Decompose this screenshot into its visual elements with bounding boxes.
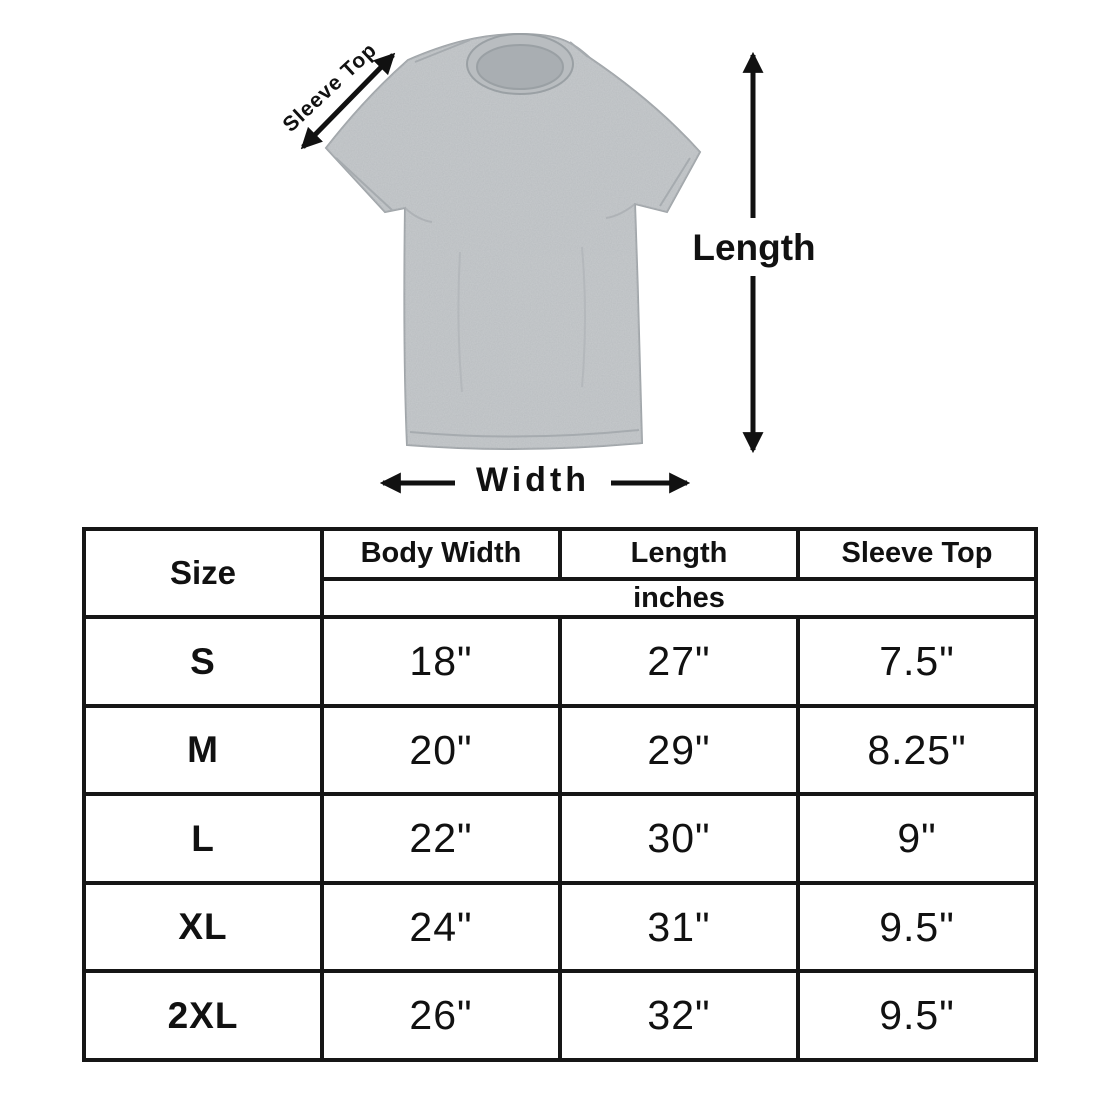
table-row: L 22" 30" 9": [82, 792, 1038, 885]
body-width-cell: 18": [320, 615, 562, 708]
header-size: Size: [82, 526, 324, 620]
collar-opening: [476, 44, 564, 90]
header-body-width: Body Width: [320, 527, 562, 581]
size-chart-table: Size Body Width Length Sleeve Top inches…: [82, 526, 1038, 1062]
body-width-cell: 26": [320, 969, 562, 1062]
sleeve-top-arrow: [300, 52, 396, 150]
size-cell: M: [82, 703, 324, 797]
table-row: S 18" 27" 7.5": [82, 615, 1038, 708]
sleeve-top-cell: 8.25": [796, 703, 1038, 797]
length-cell: 32": [558, 969, 800, 1062]
unit-row: inches: [84, 576, 1038, 620]
width-label: Width: [475, 461, 591, 499]
length-cell: 27": [558, 615, 800, 708]
table-row: 2XL 26" 32" 9.5": [82, 969, 1038, 1062]
size-cell: L: [82, 792, 324, 885]
table-row: M 20" 29" 8.25": [82, 703, 1038, 797]
table-header-row: Size Body Width Length Sleeve Top: [82, 526, 1038, 620]
sleeve-top-cell: 9.5": [796, 880, 1038, 974]
sleeve-top-cell: 9.5": [796, 969, 1038, 1062]
unit-label: inches: [320, 576, 1038, 620]
size-cell: S: [82, 615, 324, 708]
table-row: XL 24" 31" 9.5": [82, 880, 1038, 974]
length-cell: 31": [558, 880, 800, 974]
seam-lines: [335, 39, 691, 438]
length-cell: 29": [558, 703, 800, 797]
dimension-arrows: [300, 51, 764, 494]
size-cell: 2XL: [82, 969, 324, 1062]
body-width-cell: 22": [320, 792, 562, 885]
body-width-cell: 20": [320, 703, 562, 797]
sleeve-top-cell: 9": [796, 792, 1038, 885]
tshirt-image: [324, 32, 702, 451]
size-cell: XL: [82, 880, 324, 974]
header-length: Length: [558, 527, 800, 581]
tshirt-diagram: Sleeve Top Length Width: [0, 0, 1100, 525]
body-width-cell: 24": [320, 880, 562, 974]
header-sleeve-top: Sleeve Top: [796, 527, 1038, 581]
length-cell: 30": [558, 792, 800, 885]
length-label: Length: [692, 227, 816, 268]
sleeve-top-cell: 7.5": [796, 615, 1038, 708]
